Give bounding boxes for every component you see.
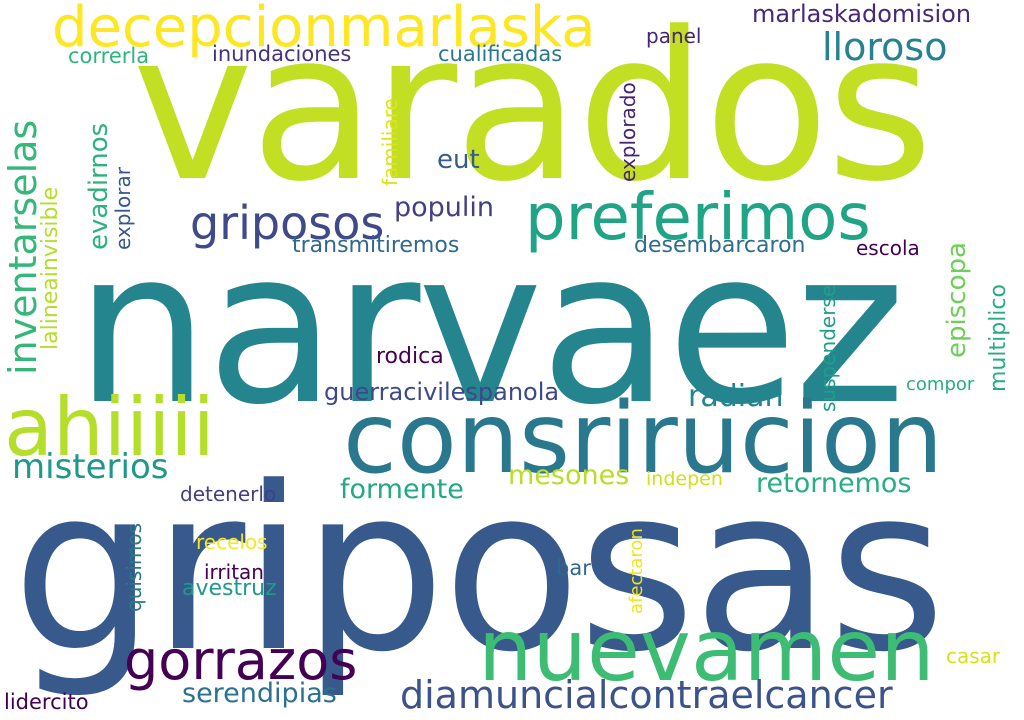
word-casar: casar [946, 644, 1001, 668]
word-escola: escola [856, 236, 920, 260]
word-ahiiiii: ahiiiii [4, 381, 215, 474]
word-quisimos: quisimos [122, 522, 146, 612]
word-guerracivilespanola: guerracivilespanola [324, 378, 560, 406]
word-recelos: recelos [196, 530, 268, 554]
word-misterios: misterios [12, 447, 169, 487]
word-compor: compor [906, 374, 975, 395]
word-gorrazos: gorrazos [124, 629, 358, 692]
word-bar: bar [556, 556, 591, 580]
word-lloroso: lloroso [822, 25, 948, 69]
word-narvaez: narvaez [75, 204, 906, 451]
word-retornemos: retornemos [756, 468, 912, 499]
word-afectaron: afectaron [626, 528, 647, 614]
word-griposas: griposas [12, 439, 946, 702]
word-inventarselas: inventarselas [1, 119, 45, 375]
word-varados: varados [132, 0, 933, 227]
word-preferimos: preferimos [525, 181, 871, 255]
word-episcopa: episcopa [942, 242, 972, 358]
word-lidercito: lidercito [4, 690, 89, 714]
word-suspenderse: suspenderse [816, 284, 840, 412]
word-indepen: indepen [646, 468, 723, 490]
word-detenerlo: detenerlo [180, 482, 277, 506]
word-serendipias: serendipias [182, 678, 337, 709]
word-familiare: familiare [378, 98, 402, 186]
word-inundaciones: inundaciones [212, 42, 352, 66]
word-explorado: explorado [616, 82, 640, 182]
word-rodica: rodica [376, 344, 444, 369]
word-nuevamen: nuevamen [478, 601, 935, 701]
word-marlaskadomision: marlaskadomision [752, 0, 972, 28]
word-multiplico: multiplico [986, 284, 1011, 392]
word-avestruz: avestruz [182, 576, 277, 601]
word-populin: populin [394, 192, 495, 223]
word-radian: radian [688, 379, 784, 414]
word-mesones: mesones [508, 460, 630, 491]
word-formente: formente [340, 474, 464, 505]
word-desembarcaron: desembarcaron [634, 233, 806, 258]
word-transmitiremos: transmitiremos [292, 233, 460, 258]
word-panel: panel [646, 24, 702, 48]
word-irritan: irritan [204, 560, 264, 584]
word-cualificadas: cualificadas [438, 42, 563, 66]
word-diamuncialcontraelcancer: diamuncialcontraelcancer [400, 673, 893, 717]
word-decepcionmarlaska: decepcionmarlaska [52, 0, 596, 60]
word-lalineainvisible: lalineainvisible [38, 186, 63, 350]
word-correrla: correrla [68, 44, 150, 68]
word-explorar: explorar [111, 167, 135, 250]
word-consrirucion: consrirucion [343, 382, 944, 496]
word-griposos: griposos [190, 196, 385, 250]
word-evadirnos: evadirnos [84, 122, 114, 250]
word-eut: eut [437, 145, 480, 175]
